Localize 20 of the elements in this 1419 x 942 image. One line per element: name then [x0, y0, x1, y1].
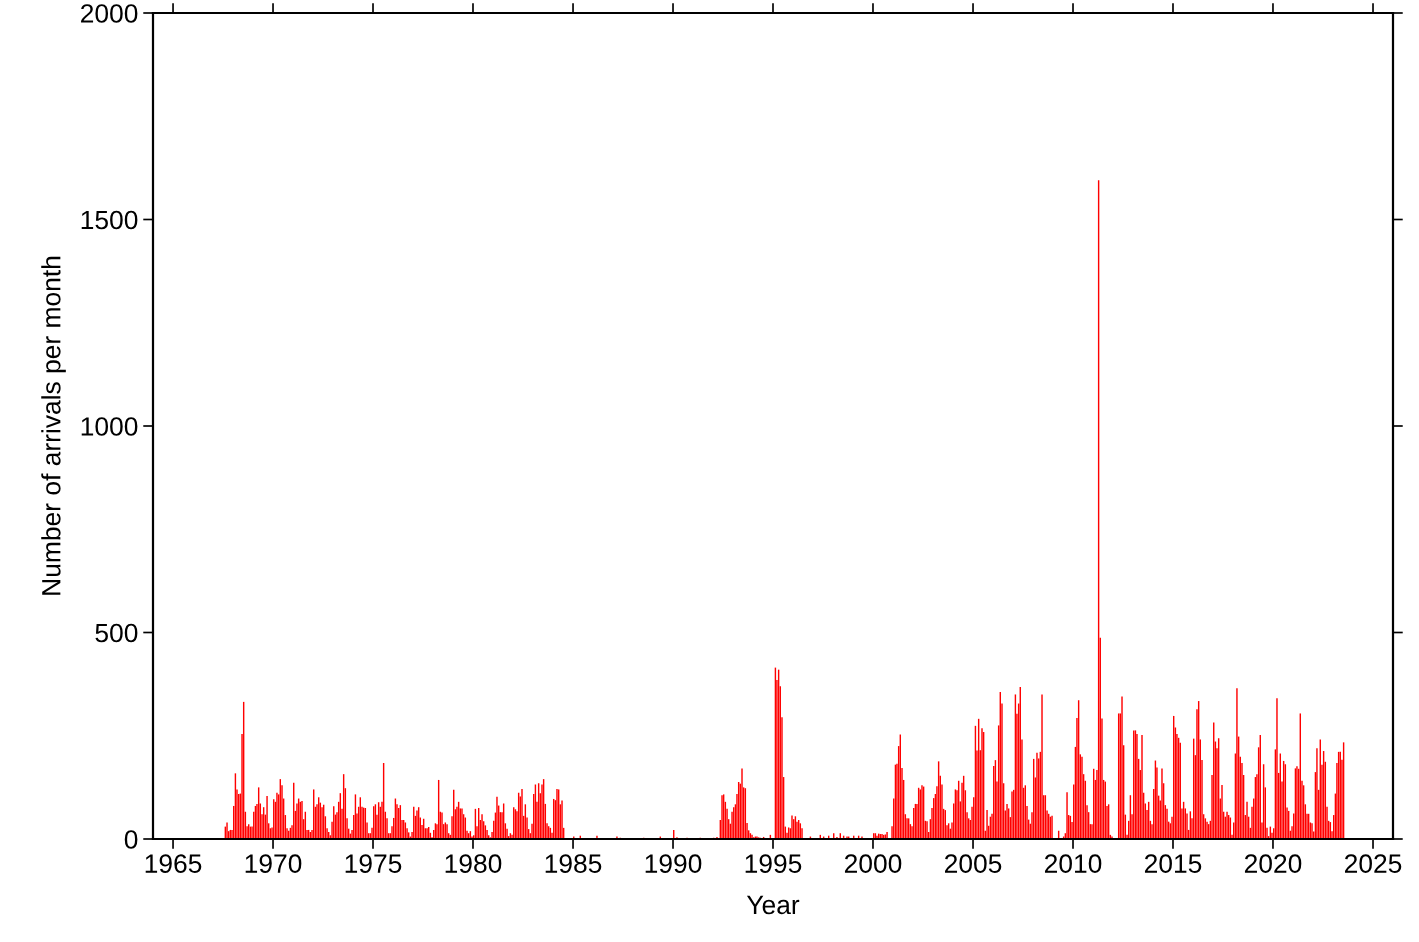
y-tick-label: 0	[124, 830, 138, 849]
y-tick-label: 2000	[81, 4, 138, 23]
y-tick-label: 1500	[81, 210, 138, 230]
x-tick-label: 2015	[1144, 854, 1202, 873]
x-axis-title: Year	[746, 895, 800, 915]
x-tick-label: 2005	[945, 854, 1002, 873]
x-tick-label: 1995	[745, 854, 802, 873]
y-tick-label: 1000	[81, 417, 138, 436]
x-tick-label: 2025	[1344, 854, 1402, 873]
x-tick-label: 1975	[345, 854, 402, 873]
y-axis-title: Number of arrivals per month	[41, 256, 66, 595]
x-tick-label: 1980	[445, 854, 502, 873]
x-tick-label: 1985	[545, 854, 602, 873]
x-tick-label: 2000	[844, 854, 902, 873]
x-tick-label: 1970	[245, 854, 302, 873]
x-tick-label: 1990	[645, 854, 702, 873]
x-tick-label: 2020	[1244, 854, 1302, 873]
y-tick-label: 500	[95, 623, 138, 643]
x-tick-label: 1965	[145, 854, 202, 873]
x-tick-label: 2010	[1044, 854, 1102, 873]
